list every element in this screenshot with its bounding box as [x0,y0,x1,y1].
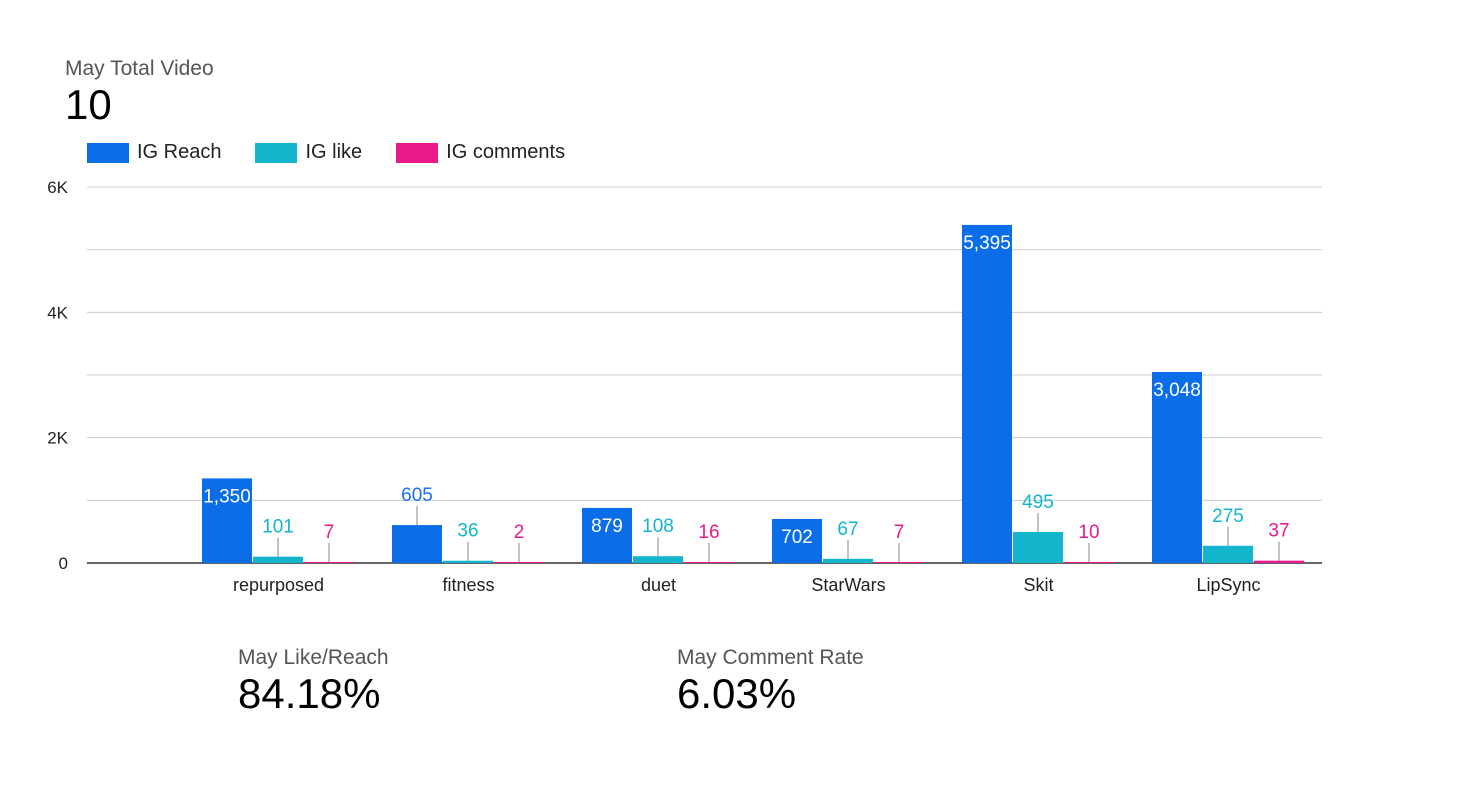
legend-label-ig-reach: IG Reach [137,141,222,163]
data-label: 108 [642,516,674,537]
bar-ig-comments [304,562,354,563]
y-tick-label: 6K [47,178,68,197]
like-reach-label: May Like/Reach [238,646,389,669]
data-label: 605 [401,485,433,506]
category-label: fitness [442,575,494,595]
data-label: 3,048 [1153,380,1201,401]
category-label: repurposed [233,575,324,595]
category-label: LipSync [1196,575,1260,595]
total-video-label: May Total Video [65,57,214,80]
bar-ig-comments [684,561,734,563]
data-label: 5,395 [963,233,1011,254]
like-reach-value: 84.18% [238,670,381,717]
total-video-scorecard: May Total Video 10 [65,56,214,128]
bar-ig-reach [392,525,442,563]
category-label: StarWars [811,575,885,595]
bar-ig-like [1203,545,1253,563]
bar-ig-reach [962,224,1012,563]
bar-ig-like [633,556,683,563]
data-label: 879 [591,516,623,537]
data-label: 37 [1268,521,1289,542]
data-label: 2 [514,522,525,543]
data-label: 36 [457,521,478,542]
legend-swatch-ig-like [255,142,298,163]
legend-swatch-ig-comments [396,142,439,163]
legend-item-ig-reach: IG Reach [87,141,221,164]
bar-ig-comments [874,562,924,563]
bar-ig-comments [494,562,544,563]
bar-ig-like [823,558,873,563]
legend-item-ig-comments: IG comments [396,141,565,164]
bar-ig-reach [202,478,252,563]
total-video-value: 10 [65,81,112,128]
bar-ig-comments [1254,560,1304,563]
data-label: 7 [324,522,335,543]
bar-ig-like [1013,531,1063,563]
data-label: 1,350 [203,486,251,507]
category-label: Skit [1023,575,1053,595]
data-label: 702 [781,527,813,548]
category-label: duet [641,575,676,595]
data-label: 67 [837,519,858,540]
data-label: 275 [1212,506,1244,527]
y-tick-label: 4K [47,303,68,322]
y-tick-label: 2K [47,429,68,448]
bar-ig-like [443,560,493,563]
data-label: 10 [1078,522,1099,543]
bar-ig-reach [582,507,632,563]
data-label: 495 [1022,492,1054,513]
y-tick-label: 0 [59,554,68,573]
legend-label-ig-like: IG like [305,141,363,163]
data-label: 7 [894,522,905,543]
comment-rate-scorecard: May Comment Rate 6.03% [677,645,864,717]
comment-rate-value: 6.03% [677,670,797,717]
bar-ig-reach [1152,371,1202,563]
bar-ig-comments [1064,562,1114,563]
legend-swatch-ig-reach [87,142,129,163]
like-reach-scorecard: May Like/Reach 84.18% [238,645,389,717]
bar-ig-reach [772,519,822,563]
data-label: 101 [262,517,294,538]
comment-rate-label: May Comment Rate [677,646,864,669]
legend-item-ig-like: IG like [255,141,362,164]
legend-label-ig-comments: IG comments [446,141,566,163]
data-label: 16 [698,522,719,543]
bar-chart: 0 2K 4K 6K 1,350 101 7 repurposed 605 36 2 fitness 8… [47,178,1322,595]
chart-legend: IG Reach IG like IG comments [87,141,599,164]
bar-ig-like [253,556,303,563]
